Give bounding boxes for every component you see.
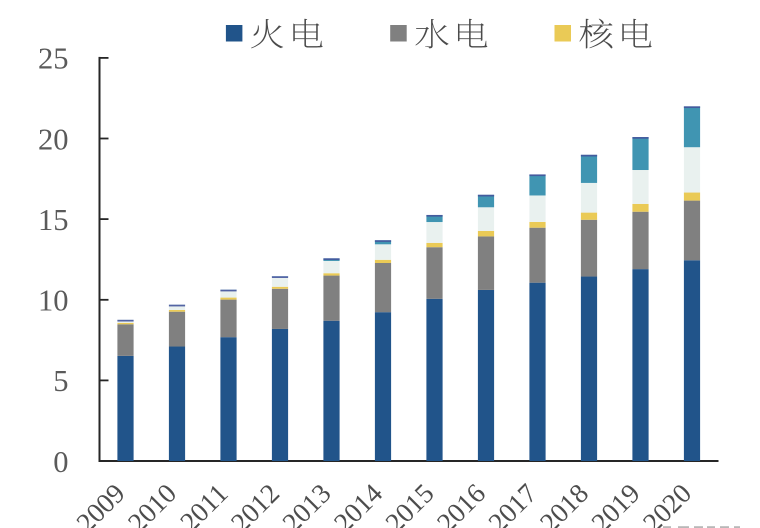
svg-text:20: 20	[38, 122, 69, 156]
svg-text:10: 10	[38, 284, 69, 318]
svg-text:15: 15	[38, 203, 69, 237]
svg-text:5: 5	[53, 364, 68, 398]
svg-text:0: 0	[53, 445, 68, 479]
svg-text:25: 25	[38, 42, 69, 76]
